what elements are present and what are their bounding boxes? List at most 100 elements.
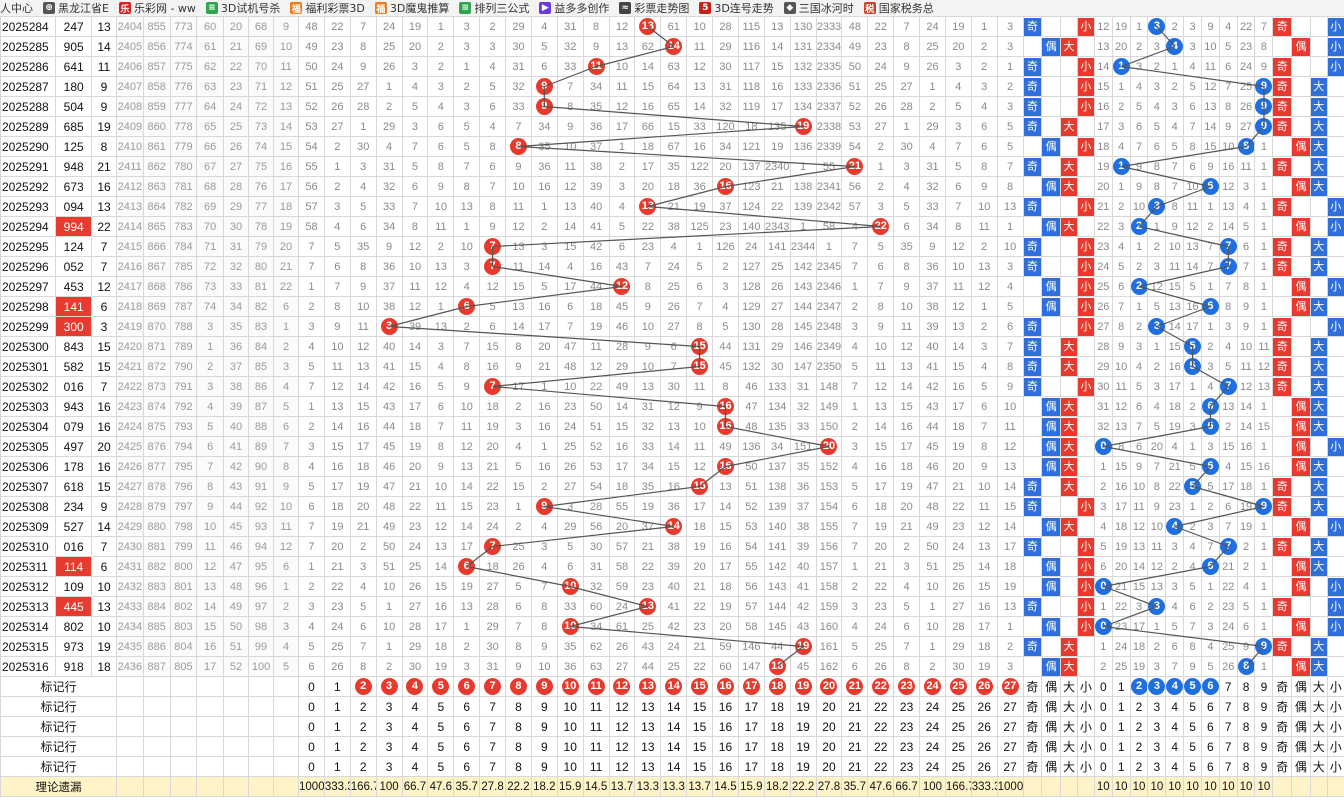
marker-number[interactable]: 20 xyxy=(815,676,843,697)
marker-number[interactable]: 10 xyxy=(556,696,584,717)
bookmark-item[interactable]: 税国家税务总 xyxy=(863,0,934,16)
marker-number[interactable]: 4 xyxy=(401,676,429,697)
marker-number[interactable]: 16 xyxy=(712,716,739,737)
marker-number[interactable]: 8 xyxy=(505,696,532,717)
marker-number[interactable]: 4 xyxy=(401,736,429,757)
bookmark-item[interactable]: ≈ 彩票走势图 xyxy=(619,0,689,16)
marker-tag2[interactable]: 大 xyxy=(1309,696,1328,717)
marker-tag[interactable]: 大 xyxy=(1059,696,1078,717)
marker-number[interactable]: 14 xyxy=(660,676,688,697)
marker-ball[interactable]: 19 xyxy=(794,678,812,695)
marker-number[interactable]: 21 xyxy=(841,696,869,717)
marker-number[interactable]: 15 xyxy=(686,716,714,737)
marker-number[interactable]: 18 xyxy=(763,676,791,697)
marker-digit[interactable]: 3 xyxy=(1147,696,1167,717)
marker-digit[interactable]: 0 xyxy=(1093,756,1113,777)
bookmark-item[interactable]: ▶ 益多多创作 xyxy=(539,0,609,16)
marker-tag2[interactable]: 大 xyxy=(1309,756,1328,777)
marker-number[interactable]: 5 xyxy=(427,696,455,717)
marker-tag[interactable]: 奇 xyxy=(1022,736,1043,757)
marker-digit[interactable]: 0 xyxy=(1093,696,1113,717)
marker-digit[interactable]: 1 xyxy=(1111,756,1131,777)
marker-digit[interactable]: 3 xyxy=(1147,736,1167,757)
marker-number[interactable]: 8 xyxy=(505,756,532,777)
marker-number[interactable]: 24 xyxy=(919,696,946,717)
marker-number[interactable]: 10 xyxy=(556,736,584,757)
marker-digit[interactable]: 6 xyxy=(1200,716,1220,737)
marker-number[interactable]: 16 xyxy=(712,736,739,757)
marker-number[interactable]: 20 xyxy=(815,716,843,737)
marker-number[interactable]: 11 xyxy=(582,676,610,697)
marker-ball[interactable]: 25 xyxy=(949,678,967,695)
marker-number[interactable]: 0 xyxy=(298,696,325,717)
marker-tag[interactable]: 小 xyxy=(1076,676,1095,697)
marker-ball[interactable]: 4 xyxy=(406,678,424,695)
marker-number[interactable]: 12 xyxy=(608,736,636,757)
marker-digit[interactable]: 4 xyxy=(1165,736,1185,757)
marker-digit[interactable]: 2 xyxy=(1129,676,1149,697)
marker-digit[interactable]: 4 xyxy=(1165,716,1185,737)
marker-number[interactable]: 20 xyxy=(815,696,843,717)
marker-number[interactable]: 7 xyxy=(479,756,507,777)
bookmark-item[interactable]: ≡ 排列三公式 xyxy=(459,0,529,16)
marker-number[interactable]: 24 xyxy=(919,756,946,777)
marker-tag2[interactable]: 大 xyxy=(1309,716,1328,737)
marker-ball[interactable]: 12 xyxy=(613,678,631,695)
marker-ball[interactable]: 27 xyxy=(1001,678,1019,695)
marker-number[interactable]: 23 xyxy=(893,736,921,757)
marker-number[interactable]: 6 xyxy=(453,676,481,697)
marker-number[interactable]: 25 xyxy=(944,676,972,697)
marker-ball[interactable]: 14 xyxy=(665,678,683,695)
marker-number[interactable]: 7 xyxy=(479,716,507,737)
marker-tag2[interactable]: 奇 xyxy=(1272,756,1293,777)
marker-number[interactable]: 19 xyxy=(789,676,817,697)
marker-tag[interactable]: 偶 xyxy=(1041,696,1061,717)
marker-digit[interactable]: 9 xyxy=(1254,696,1274,717)
marker-digit[interactable]: 1 xyxy=(1111,676,1131,697)
marker-ball[interactable]: 13 xyxy=(639,678,657,695)
marker-tag[interactable]: 小 xyxy=(1076,696,1095,717)
marker-number[interactable]: 25 xyxy=(944,696,972,717)
marker-number[interactable]: 9 xyxy=(530,756,558,777)
marker-digit[interactable]: 7 xyxy=(1218,676,1238,697)
marker-digit[interactable]: 5 xyxy=(1183,756,1202,777)
marker-digit[interactable]: 8 xyxy=(1236,716,1256,737)
bookmark-item[interactable]: 人中心 xyxy=(0,0,33,16)
marker-tag[interactable]: 小 xyxy=(1076,756,1095,777)
marker-number[interactable]: 6 xyxy=(453,716,481,737)
marker-digit[interactable]: 8 xyxy=(1236,676,1256,697)
marker-number[interactable]: 22 xyxy=(867,736,895,757)
marker-number[interactable]: 5 xyxy=(427,736,455,757)
marker-ball[interactable]: 21 xyxy=(846,678,864,695)
marker-number[interactable]: 4 xyxy=(401,756,429,777)
marker-number[interactable]: 24 xyxy=(919,716,946,737)
marker-tag[interactable]: 奇 xyxy=(1022,696,1043,717)
marker-number[interactable]: 0 xyxy=(298,756,325,777)
marker-ball[interactable]: 15 xyxy=(691,678,709,695)
marker-tag2[interactable]: 偶 xyxy=(1291,716,1311,737)
marker-number[interactable]: 1 xyxy=(323,676,351,697)
marker-digit[interactable]: 0 xyxy=(1093,716,1113,737)
marker-number[interactable]: 13 xyxy=(634,676,662,697)
marker-digit[interactable]: 7 xyxy=(1218,716,1238,737)
marker-number[interactable]: 6 xyxy=(453,696,481,717)
marker-tag2[interactable]: 偶 xyxy=(1291,756,1311,777)
bookmark-item[interactable]: 福 3D魔鬼推算 xyxy=(374,0,449,16)
marker-number[interactable]: 3 xyxy=(375,676,403,697)
marker-number[interactable]: 27 xyxy=(996,756,1024,777)
marker-number[interactable]: 0 xyxy=(298,676,325,697)
marker-number[interactable]: 12 xyxy=(608,756,636,777)
marker-digit[interactable]: 1 xyxy=(1111,696,1131,717)
marker-number[interactable]: 17 xyxy=(737,716,765,737)
marker-number[interactable]: 15 xyxy=(686,756,714,777)
marker-number[interactable]: 23 xyxy=(893,716,921,737)
marker-number[interactable]: 1 xyxy=(323,736,351,757)
marker-number[interactable]: 1 xyxy=(323,696,351,717)
marker-number[interactable]: 10 xyxy=(556,716,584,737)
marker-digit[interactable]: 9 xyxy=(1254,756,1274,777)
marker-ball[interactable]: 10 xyxy=(561,678,579,695)
marker-number[interactable]: 0 xyxy=(298,716,325,737)
marker-number[interactable]: 13 xyxy=(634,736,662,757)
marker-digit[interactable]: 9 xyxy=(1254,736,1274,757)
marker-number[interactable]: 5 xyxy=(427,716,455,737)
